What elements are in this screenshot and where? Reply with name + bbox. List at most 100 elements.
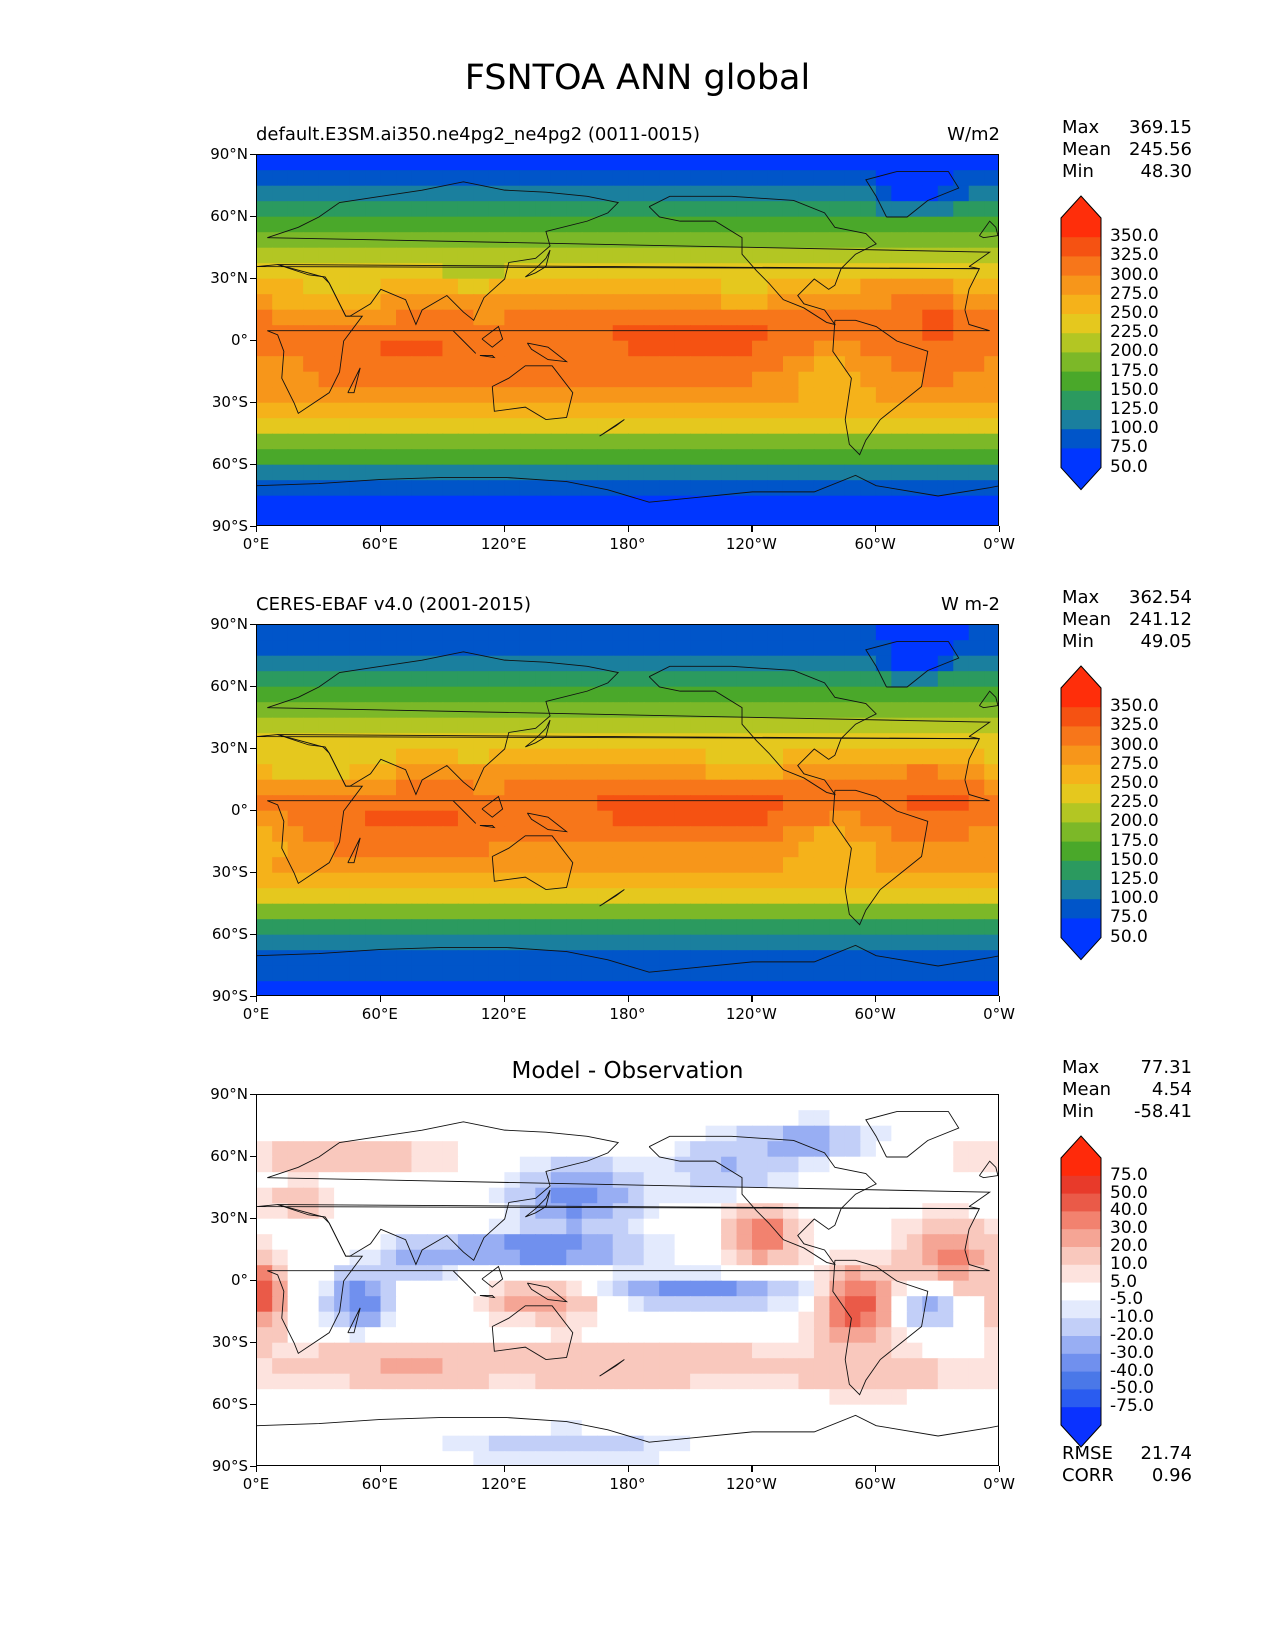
field-cell xyxy=(752,1358,769,1375)
field-cell xyxy=(984,888,998,905)
field-cell xyxy=(349,826,366,843)
field-cell xyxy=(968,1156,986,1173)
field-cell xyxy=(566,1234,583,1251)
field-cell xyxy=(597,511,614,525)
field-cell xyxy=(782,1218,800,1235)
field-cell xyxy=(659,826,676,843)
field-cell xyxy=(550,981,568,995)
field-cell xyxy=(318,764,335,781)
field-cell xyxy=(349,1265,366,1282)
field-cell xyxy=(643,857,660,874)
field-cell xyxy=(628,779,645,796)
field-cell xyxy=(426,779,444,796)
field-cell xyxy=(953,1141,970,1158)
field-cell xyxy=(674,433,691,450)
field-cell xyxy=(860,201,877,218)
field-cell xyxy=(334,1265,351,1282)
field-cell xyxy=(550,686,568,703)
field-cell xyxy=(318,263,335,280)
field-cell xyxy=(550,294,568,311)
field-cell xyxy=(257,795,273,812)
field-cell xyxy=(674,625,691,641)
field-cell xyxy=(303,810,320,827)
field-cell xyxy=(937,1296,955,1313)
field-cell xyxy=(287,919,304,936)
field-cell xyxy=(272,1358,289,1375)
colorbar-tick-label: 325.0 xyxy=(1110,245,1159,266)
field-cell xyxy=(674,1358,691,1375)
field-cell xyxy=(396,981,413,995)
field-cell xyxy=(643,1265,660,1282)
field-cell xyxy=(411,340,428,357)
field-cell xyxy=(922,1172,939,1189)
field-cell xyxy=(303,1280,320,1297)
field-cell xyxy=(303,733,320,750)
field-cell xyxy=(597,1249,614,1266)
field-cell xyxy=(349,841,366,858)
field-cell xyxy=(457,495,475,512)
field-cell xyxy=(272,795,289,812)
field-cell xyxy=(365,810,382,827)
field-cell xyxy=(504,810,521,827)
field-cell xyxy=(519,625,537,641)
field-cell xyxy=(550,155,568,171)
field-cell xyxy=(829,1435,846,1452)
field-cell xyxy=(365,155,382,171)
field-cell xyxy=(396,965,413,982)
field-cell xyxy=(473,511,490,525)
field-cell xyxy=(318,810,335,827)
field-cell xyxy=(891,1389,908,1406)
field-cell xyxy=(906,1435,924,1452)
field-cell xyxy=(334,294,351,311)
field-cell xyxy=(767,356,784,373)
field-cell xyxy=(752,795,769,812)
field-cell xyxy=(442,1404,459,1421)
field-cell xyxy=(844,733,862,750)
field-cell xyxy=(457,950,475,967)
field-cell xyxy=(257,857,273,874)
lat-tick-label: 0° xyxy=(230,801,248,819)
field-cell xyxy=(519,1095,537,1111)
field-cell xyxy=(303,1187,320,1204)
field-cell xyxy=(953,1265,970,1282)
field-cell xyxy=(690,1296,707,1313)
field-cell xyxy=(643,1156,660,1173)
field-cell xyxy=(349,1327,366,1344)
field-cell xyxy=(829,1095,846,1111)
field-cell xyxy=(365,325,382,342)
field-cell xyxy=(690,810,707,827)
field-cell xyxy=(628,387,645,404)
lon-tick-mark xyxy=(875,996,877,1002)
field-cell xyxy=(860,779,877,796)
field-cell xyxy=(581,686,599,703)
field-cell xyxy=(318,371,335,388)
field-cell xyxy=(303,294,320,311)
field-cell xyxy=(597,1435,614,1452)
field-cell xyxy=(782,356,800,373)
field-cell xyxy=(844,981,862,995)
field-cell xyxy=(674,810,691,827)
field-cell xyxy=(659,965,676,982)
field-cell xyxy=(581,402,599,419)
field-cell xyxy=(318,779,335,796)
field-cell xyxy=(953,1234,970,1251)
field-cell xyxy=(674,155,691,171)
field-cell xyxy=(334,495,351,512)
field-cell xyxy=(272,201,289,218)
field-cell xyxy=(906,185,924,202)
field-cell xyxy=(411,826,428,843)
field-cell xyxy=(937,232,955,249)
lat-tick-label: 90°S xyxy=(211,517,248,535)
colorbar-tick-label: -50.0 xyxy=(1110,1378,1154,1399)
field-cell xyxy=(504,1342,521,1359)
field-cell xyxy=(906,872,924,889)
field-cell xyxy=(612,1234,629,1251)
field-cell xyxy=(782,965,800,982)
field-cell xyxy=(937,702,955,719)
lat-tick-label: 90°N xyxy=(210,1085,248,1103)
field-cell xyxy=(674,640,691,657)
field-cell xyxy=(782,511,800,525)
field-cell xyxy=(566,1218,583,1235)
field-cell xyxy=(365,433,382,450)
field-cell xyxy=(628,1125,645,1142)
